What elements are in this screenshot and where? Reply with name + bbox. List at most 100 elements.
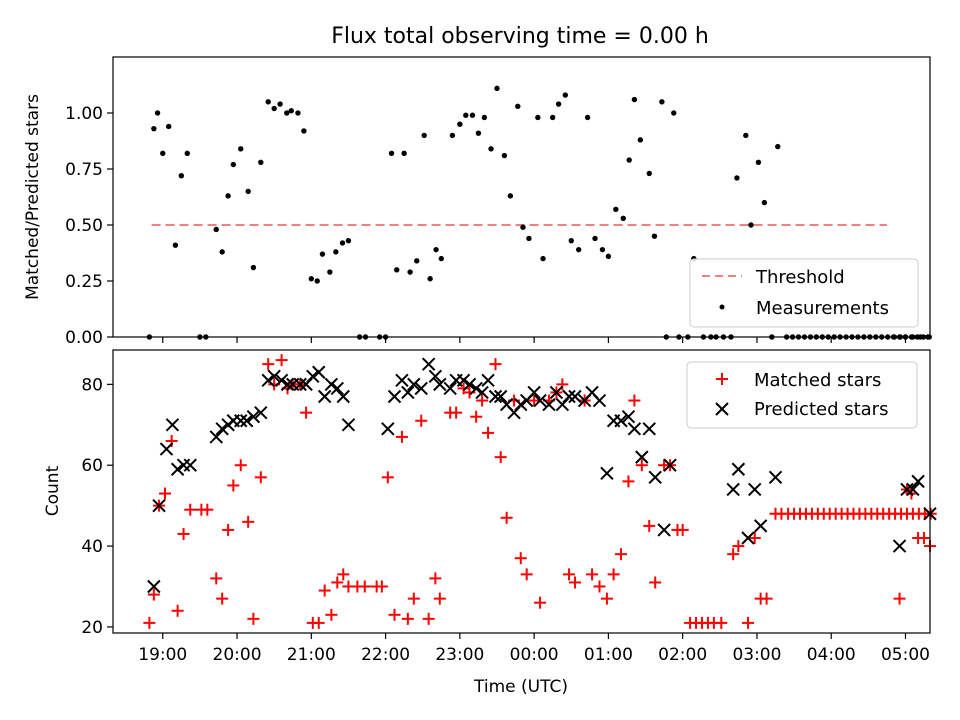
measurement-point [540, 255, 546, 262]
matched-star-point [494, 451, 507, 464]
predicted-star-b [493, 389, 508, 404]
predicted-star-b [600, 466, 614, 481]
measurement-point [651, 233, 658, 239]
measurement-point [401, 150, 407, 157]
measurement-point [339, 240, 346, 246]
predicted-star-point [381, 422, 395, 436]
matched-star-point [760, 592, 773, 605]
predicted-star-point [906, 482, 920, 497]
x-axis: 19:00 20:00 21:00 22:00 23:00 00:00 01:00 02:00… [138, 633, 930, 665]
top-y-axis: 0.00 0.25 0.50 0.75 1.00 [65, 104, 907, 348]
x-tick-label: 21:00 [287, 645, 336, 665]
matched-star-point [247, 612, 260, 625]
predicted-star-point [165, 418, 180, 432]
measurement-point [743, 132, 749, 139]
predicted-star-b [395, 373, 409, 388]
measurement-point [160, 150, 166, 157]
predicted-star-b [267, 369, 281, 383]
measurement-point [288, 108, 294, 114]
matched-star-point [742, 616, 755, 629]
measurement-point [258, 159, 264, 165]
predicted-star-b [892, 539, 907, 553]
predicted-star-point [324, 377, 339, 392]
measurement-point [449, 132, 456, 139]
measurement-point [463, 112, 469, 118]
predicted-star-point [159, 442, 174, 456]
measurement-point [755, 159, 762, 165]
measurement-point [327, 269, 333, 275]
matched-star-point [534, 596, 547, 609]
measurement-point [620, 215, 626, 221]
predicted-star-point [614, 414, 628, 428]
predicted-star-point [462, 377, 477, 392]
predicted-star-b [533, 393, 547, 408]
predicted-star-b [317, 389, 332, 404]
predicted-star-b [614, 414, 628, 428]
predicted-star-point [657, 523, 671, 537]
predicted-star-point [456, 373, 471, 388]
predicted-star-b [481, 373, 495, 388]
measurement-point [219, 249, 225, 255]
predicted-star-point [768, 470, 783, 485]
matched-star-point [158, 487, 171, 500]
matched-star-point [586, 568, 599, 581]
predicted-star-point [293, 377, 307, 392]
matched-star-point [489, 358, 502, 371]
top-y-tick-label: 0.25 [65, 272, 103, 292]
measurement-point [494, 85, 500, 92]
predicted-star-point [741, 531, 755, 545]
predicted-star-point [215, 422, 229, 436]
matched-star-point [388, 608, 401, 621]
legend-measurements-label: Measurements [756, 298, 889, 319]
predicted-star-point [514, 397, 528, 412]
predicted-star-point [527, 385, 541, 400]
measurement-point [151, 125, 157, 132]
measurement-point [394, 267, 400, 273]
top-y-label: Matched/Predicted stars [23, 94, 43, 300]
x-tick-label: 02:00 [658, 645, 707, 665]
predicted-star-b [414, 381, 428, 396]
measurement-point [225, 193, 231, 199]
predicted-star-b [165, 418, 180, 432]
measurement-point [515, 103, 521, 109]
matched-star-point [450, 406, 463, 419]
predicted-star-point [341, 418, 356, 432]
measurements-series [146, 85, 932, 340]
matched-star-point [676, 523, 689, 536]
predicted-star-point [731, 462, 746, 476]
measurement-point [271, 105, 277, 112]
matched-star-point [210, 572, 223, 585]
predicted-star-point [475, 385, 489, 400]
matched-star-point [500, 511, 513, 524]
measurement-point [295, 110, 301, 116]
matched-star-point [628, 394, 641, 407]
measurement-point [469, 112, 476, 118]
matched-star-point [201, 503, 214, 516]
top-y-tick-label: 0.75 [65, 160, 103, 180]
matched-star-point [893, 592, 906, 605]
predicted-star-point [421, 357, 436, 371]
predicted-star-point [147, 579, 161, 594]
predicted-star-b [234, 414, 248, 428]
predicted-star-point [627, 422, 642, 436]
predicted-star-b [433, 377, 447, 392]
predicted-star-b [753, 519, 768, 533]
predicted-star-b [330, 381, 345, 396]
bottom-plot-frame [112, 349, 931, 634]
matched-star-point [635, 459, 648, 472]
predicted-star-point [549, 385, 564, 400]
measurement-point [584, 114, 591, 121]
legend-matched-label: Matched stars [754, 370, 881, 391]
predicted-star-b [443, 381, 457, 396]
predicted-star-b [183, 458, 197, 472]
x-tick-label: 23:00 [435, 645, 484, 665]
predicted-star-point [261, 373, 275, 388]
matched-star-point [262, 358, 275, 371]
predicted-star-b [748, 482, 762, 497]
measurement-point [172, 242, 179, 248]
x-tick-label: 05:00 [881, 645, 930, 665]
predicted-star-b [280, 377, 295, 392]
predicted-star-b [635, 450, 649, 464]
measurement-point [230, 161, 237, 168]
chart-title: Flux total observing time = 0.00 h [331, 24, 709, 49]
